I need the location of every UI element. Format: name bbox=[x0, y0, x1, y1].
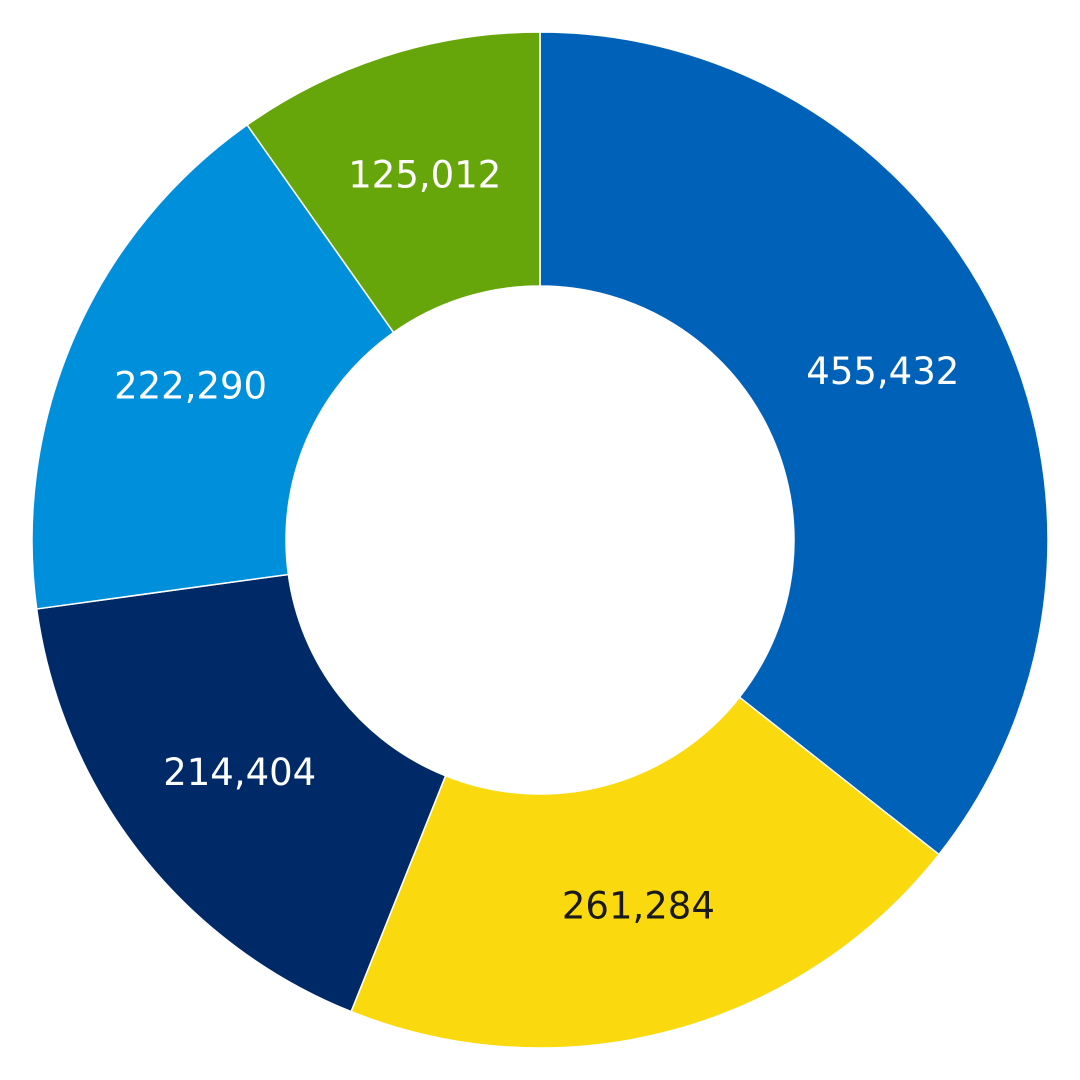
slice-value-label-3: 214,404 bbox=[163, 751, 316, 794]
slice-value-label-5: 125,012 bbox=[348, 153, 501, 196]
slice-value-label-4: 222,290 bbox=[114, 365, 267, 408]
donut-labels: 455,432 261,284 214,404 222,290 125,012 bbox=[114, 153, 959, 927]
donut-slice-3 bbox=[35, 573, 447, 1013]
donut-slice-5 bbox=[246, 31, 541, 334]
slice-value-label-1: 455,432 bbox=[806, 350, 959, 393]
donut-slice-1 bbox=[539, 31, 1049, 856]
slice-value-label-2: 261,284 bbox=[562, 885, 715, 928]
donut-slice-4 bbox=[31, 123, 395, 610]
donut-slices bbox=[31, 31, 1049, 1049]
donut-slice-2 bbox=[350, 696, 941, 1049]
